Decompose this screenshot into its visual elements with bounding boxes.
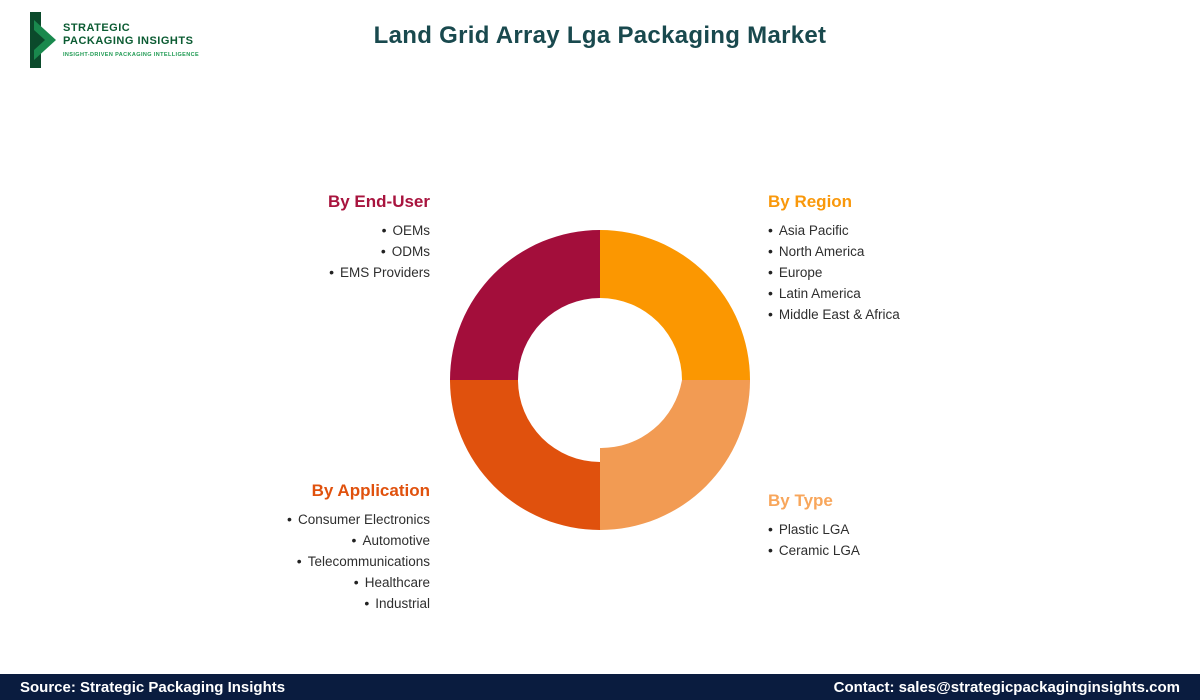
list-item: Europe <box>768 262 900 283</box>
group-items-application: Consumer ElectronicsAutomotiveTelecommun… <box>287 509 430 614</box>
list-item: Industrial <box>287 593 430 614</box>
list-item: Telecommunications <box>287 551 430 572</box>
list-item: Ceramic LGA <box>768 540 860 561</box>
list-item: Middle East & Africa <box>768 304 900 325</box>
list-item: Automotive <box>287 530 430 551</box>
group-end-user: By End-User OEMsODMsEMS Providers <box>328 192 430 283</box>
logo-line1: STRATEGIC <box>63 22 131 34</box>
brand-logo: STRATEGIC PACKAGING INSIGHTS INSIGHT-DRI… <box>30 12 199 68</box>
list-item: Latin America <box>768 283 900 304</box>
group-heading-region: By Region <box>768 192 853 211</box>
group-application: By Application Consumer ElectronicsAutom… <box>287 481 430 614</box>
footer-source: Source: Strategic Packaging Insights <box>20 678 286 696</box>
logo-arrow-icon <box>30 12 56 68</box>
group-heading-type: By Type <box>768 491 833 510</box>
page-title: Land Grid Array Lga Packaging Market <box>373 22 827 49</box>
footer-contact: Contact: sales@strategicpackaginginsight… <box>833 678 1180 696</box>
donut-segment-type <box>600 380 750 530</box>
list-item: North America <box>768 241 900 262</box>
donut-segment-application <box>450 380 600 530</box>
list-item: EMS Providers <box>328 262 430 283</box>
group-items-end-user: OEMsODMsEMS Providers <box>328 220 430 283</box>
list-item: ODMs <box>328 241 430 262</box>
logo-text: STRATEGIC PACKAGING INSIGHTS INSIGHT-DRI… <box>63 12 199 58</box>
list-item: Healthcare <box>287 572 430 593</box>
group-heading-end-user: By End-User <box>327 192 430 211</box>
logo-line2: PACKAGING INSIGHTS <box>63 35 194 47</box>
footer-bar: Source: Strategic Packaging Insights Con… <box>0 674 1200 700</box>
list-item: Plastic LGA <box>768 519 860 540</box>
donut-chart <box>450 230 750 530</box>
group-type: By Type Plastic LGACeramic LGA <box>768 491 860 561</box>
list-item: OEMs <box>328 220 430 241</box>
group-region: By Region Asia PacificNorth AmericaEurop… <box>768 192 900 325</box>
donut-segment-region <box>600 230 750 380</box>
list-item: Consumer Electronics <box>287 509 430 530</box>
group-items-type: Plastic LGACeramic LGA <box>768 519 860 561</box>
donut-segment-enduser <box>450 230 600 380</box>
list-item: Asia Pacific <box>768 220 900 241</box>
group-heading-application: By Application <box>311 481 430 500</box>
group-items-region: Asia PacificNorth AmericaEuropeLatin Ame… <box>768 220 900 325</box>
logo-tagline: INSIGHT-DRIVEN PACKAGING INTELLIGENCE <box>63 52 200 58</box>
